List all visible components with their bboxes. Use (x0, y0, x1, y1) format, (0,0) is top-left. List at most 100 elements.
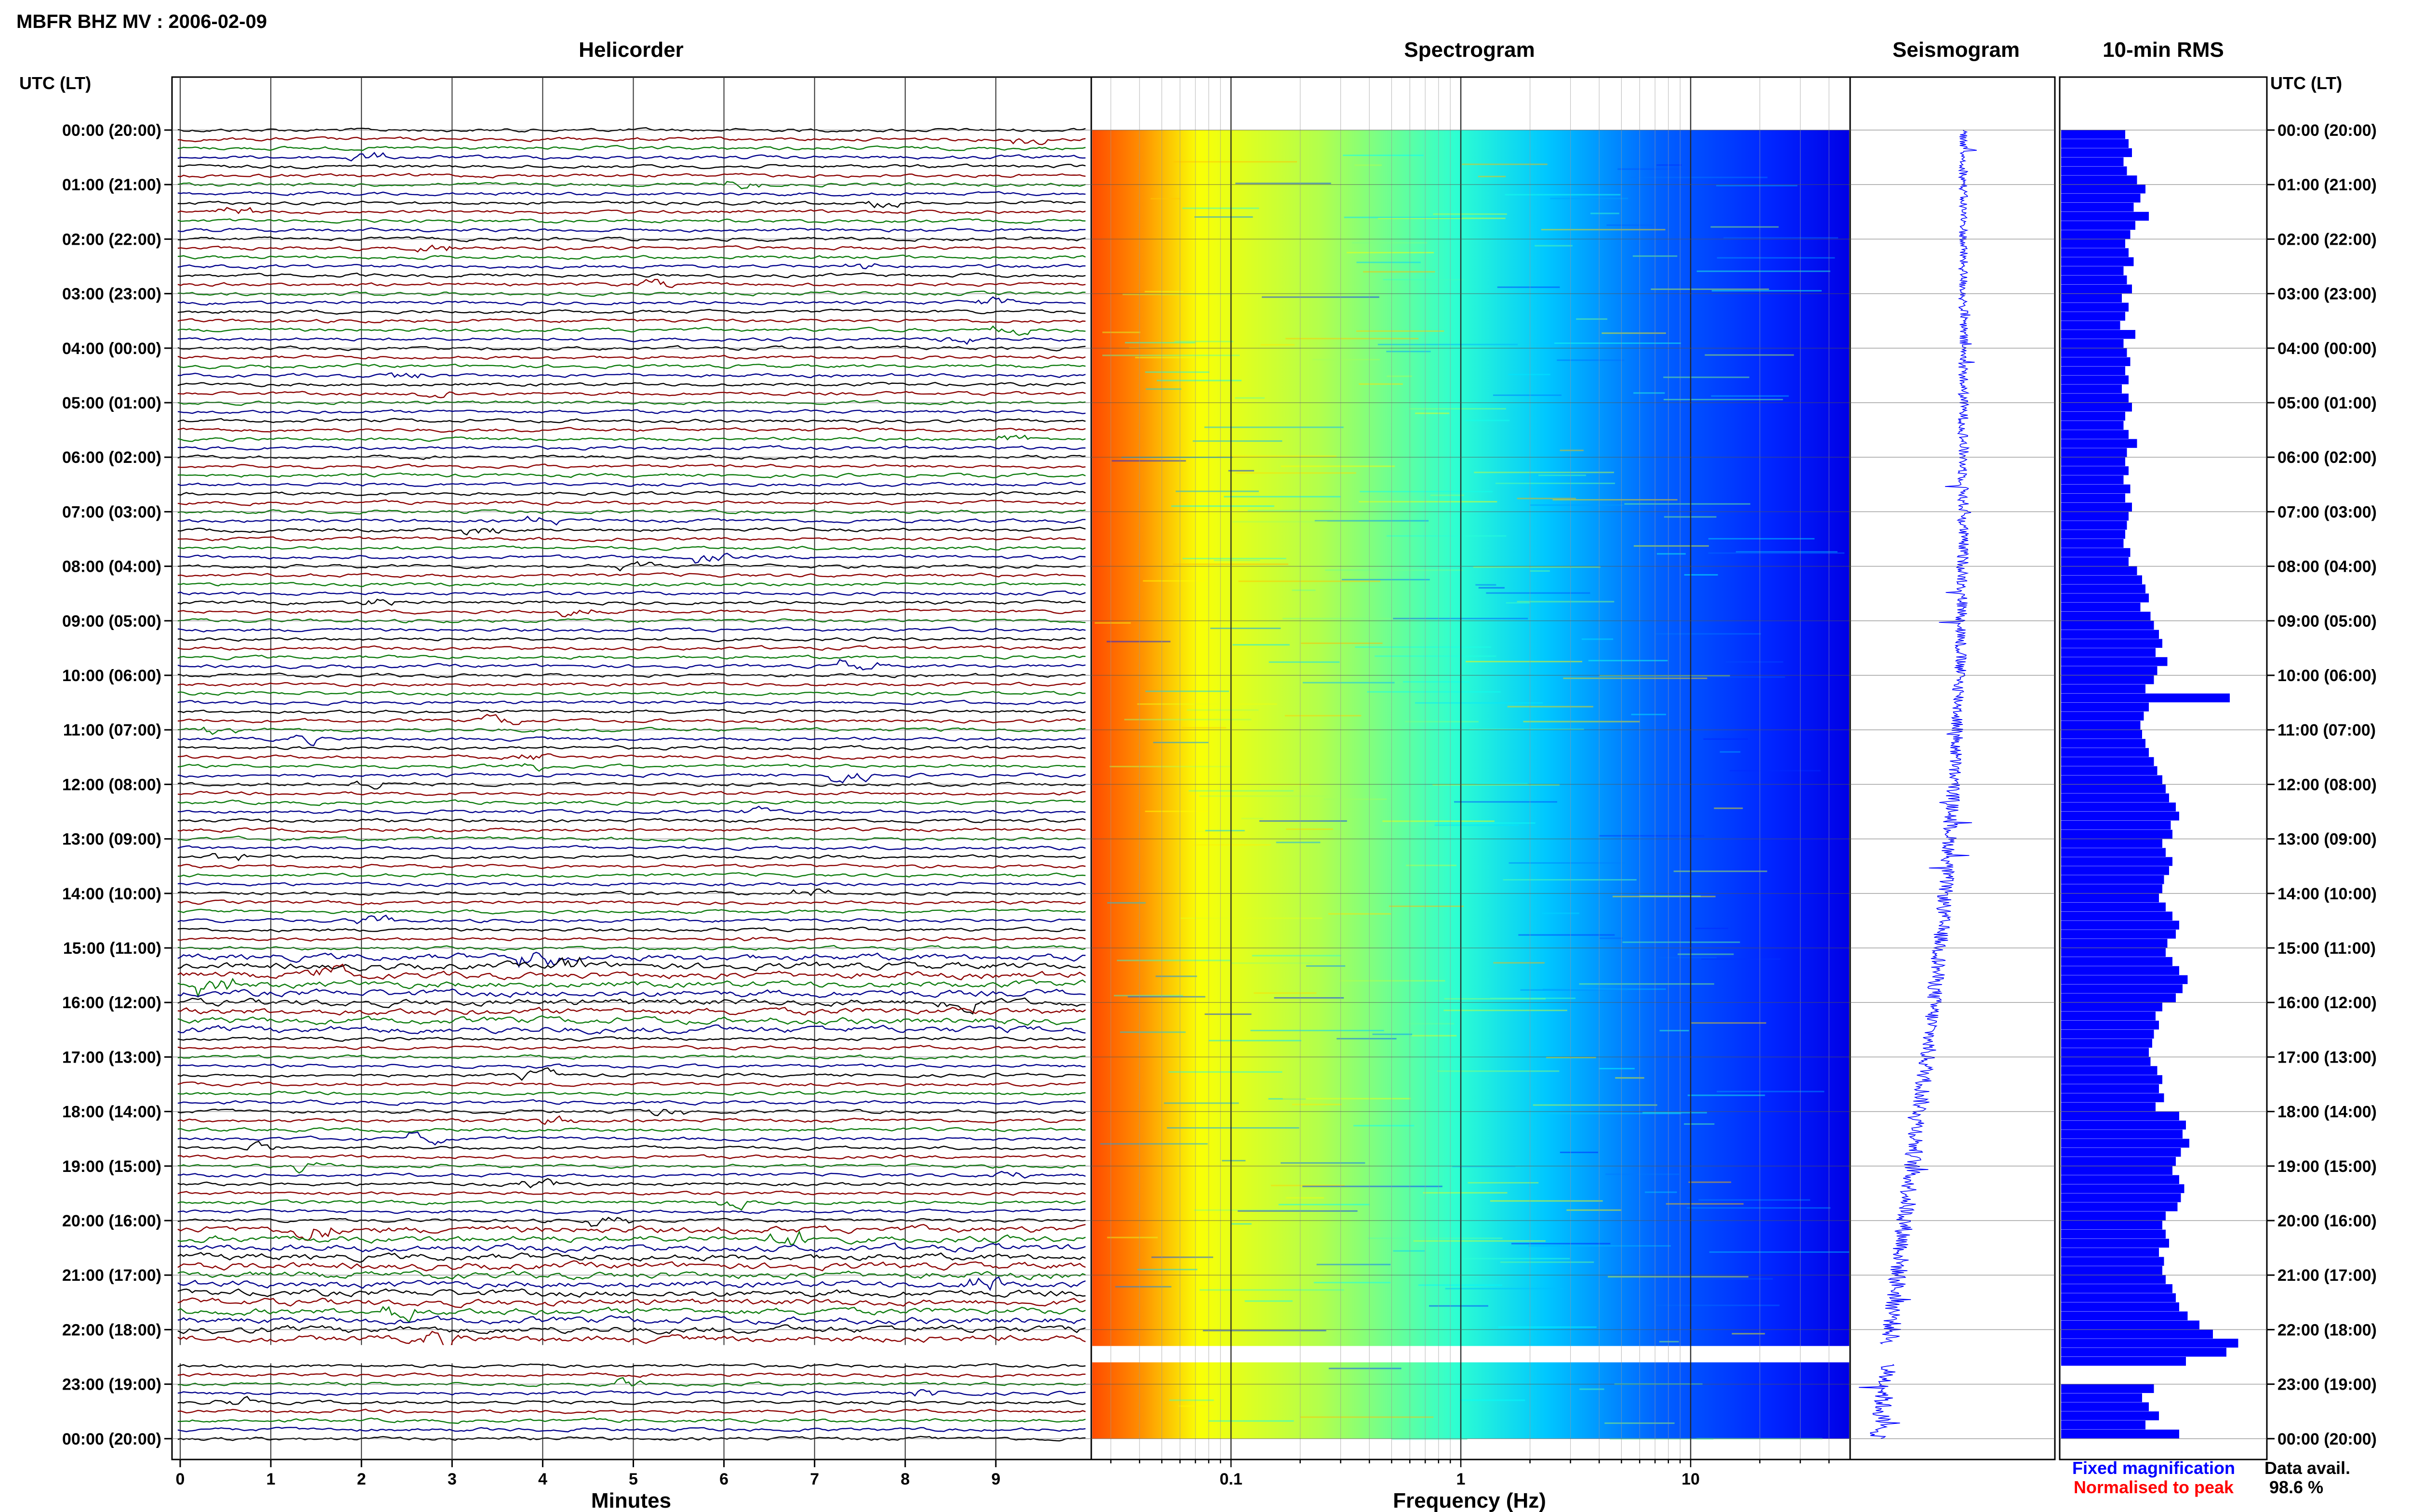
rms-bar (2061, 857, 2172, 866)
helicorder-trace (177, 445, 1086, 451)
helicorder-trace (177, 227, 1086, 233)
spectrogram-streak (1260, 344, 1295, 346)
helicorder-trace (177, 1190, 1086, 1196)
rms-bar (2061, 739, 2145, 748)
helicorder-trace (177, 1036, 1086, 1042)
rms-bar (2061, 312, 2125, 321)
helicorder-trace (177, 1242, 1086, 1253)
rms-bar (2061, 766, 2158, 776)
spectrogram-streak (1095, 622, 1131, 624)
rms-bar (2061, 248, 2129, 257)
spectrogram-streak (1606, 224, 1653, 226)
spectrogram-streak (1659, 1030, 1689, 1032)
rms-bar (2061, 920, 2179, 930)
spectrogram-streak (1490, 1200, 1603, 1202)
helicorder-trace (177, 853, 1086, 861)
helicorder-trace (177, 509, 1086, 515)
spectrogram-streak (1695, 927, 1728, 929)
helicorder-trace (177, 735, 1086, 747)
spectrogram-streak (1286, 828, 1333, 830)
spectrogram-tick-label: 0.1 (1219, 1470, 1242, 1488)
spectrogram-streak (1548, 1113, 1681, 1115)
spectrogram-streak (1684, 1123, 1715, 1125)
spectrogram-streak (1684, 574, 1718, 576)
spectrogram-streak (1602, 332, 1666, 334)
right-time-tick-label: 14:00 (10:00) (2277, 885, 2377, 903)
helicorder-trace (177, 515, 1085, 526)
spectrogram-streak (1168, 1071, 1283, 1073)
helicorder-trace (177, 218, 1086, 224)
helicorder-trace (177, 536, 1086, 542)
rms-bar (2061, 157, 2124, 166)
spectrogram-streak (1342, 154, 1424, 156)
rms-bar (2061, 693, 2230, 703)
helicorder-trace (177, 561, 1086, 572)
spectrogram-streak (1412, 1035, 1457, 1037)
helicorder-trace (177, 490, 1086, 496)
right-time-tick-label: 22:00 (18:00) (2277, 1321, 2377, 1339)
helicorder-trace (177, 355, 1086, 360)
rms-bar (2061, 194, 2141, 203)
spectrogram-streak (1166, 1127, 1299, 1129)
spectrogram-streak (1518, 934, 1615, 936)
spectrogram-streak (1199, 795, 1328, 797)
rms-bar (2061, 421, 2124, 430)
spectrogram-streak (1208, 1420, 1294, 1422)
left-time-tick-label: 21:00 (17:00) (62, 1266, 161, 1285)
helicorder-trace (177, 263, 1085, 269)
spectrogram-streak (1658, 957, 1717, 959)
helicorder-trace (177, 127, 1086, 133)
rms-bar (2061, 1175, 2179, 1184)
spectrogram-streak (1314, 520, 1429, 522)
spectrogram-streak (1254, 992, 1317, 994)
left-time-tick-label: 14:00 (10:00) (62, 885, 161, 903)
spectrogram-streak (1283, 1098, 1411, 1100)
spectrogram-streak (1581, 638, 1614, 640)
spectrogram-streak (1493, 394, 1562, 396)
left-time-tick-label: 07:00 (03:00) (62, 503, 161, 521)
helicorder-trace (177, 325, 1086, 336)
rms-bar (2061, 675, 2154, 684)
spectrogram-streak (1406, 865, 1457, 867)
spectrogram-streak (1687, 1094, 1765, 1096)
rms-bar (2061, 793, 2169, 802)
rms-bar (2061, 257, 2134, 266)
rms-bar (2061, 1020, 2159, 1030)
spectrogram-streak (1302, 1185, 1443, 1187)
rms-bar (2061, 584, 2145, 593)
rms-bar (2061, 1302, 2179, 1312)
spectrogram-streak (1238, 580, 1381, 582)
spectrogram-streak (1313, 1282, 1391, 1284)
helicorder-trace (177, 654, 1086, 661)
spectrogram-streak (1368, 1237, 1503, 1239)
spectrogram-streak (1717, 257, 1835, 259)
helicorder-trace (177, 296, 1086, 306)
helicorder-trace (177, 1389, 1086, 1397)
helicorder-trace (177, 863, 1086, 869)
spectrogram-streak (1714, 807, 1743, 809)
helicorder-trace (177, 254, 1086, 260)
spectrogram-streak (1192, 440, 1283, 442)
spectrogram-streak (1137, 1269, 1198, 1271)
rms-bar (2061, 466, 2129, 475)
helicorder-trace (177, 608, 1086, 618)
spectrogram-streak (1231, 962, 1313, 964)
rms-bar (2061, 493, 2125, 503)
left-time-tick-label: 13:00 (09:00) (62, 830, 161, 849)
spectrogram-streak (1178, 1405, 1214, 1407)
helicorder-trace (177, 372, 1086, 379)
spectrogram-streak (1328, 1367, 1402, 1369)
spectrogram-streak (1356, 330, 1444, 332)
right-time-tick-label: 08:00 (04:00) (2277, 558, 2377, 576)
left-time-label: UTC (LT) (19, 73, 91, 93)
rms-bar (2061, 548, 2131, 557)
data-avail-label: Data avail. (2264, 1458, 2350, 1478)
helicorder-trace (177, 191, 1086, 197)
rms-bar (2061, 784, 2166, 793)
helicorder-trace (177, 1306, 1086, 1323)
rms-bar (2061, 539, 2124, 548)
spectrogram-streak (1250, 1029, 1384, 1031)
rms-bar (2061, 184, 2145, 194)
spectrogram-streak (1281, 465, 1395, 467)
spectrogram-streak (1107, 902, 1146, 904)
